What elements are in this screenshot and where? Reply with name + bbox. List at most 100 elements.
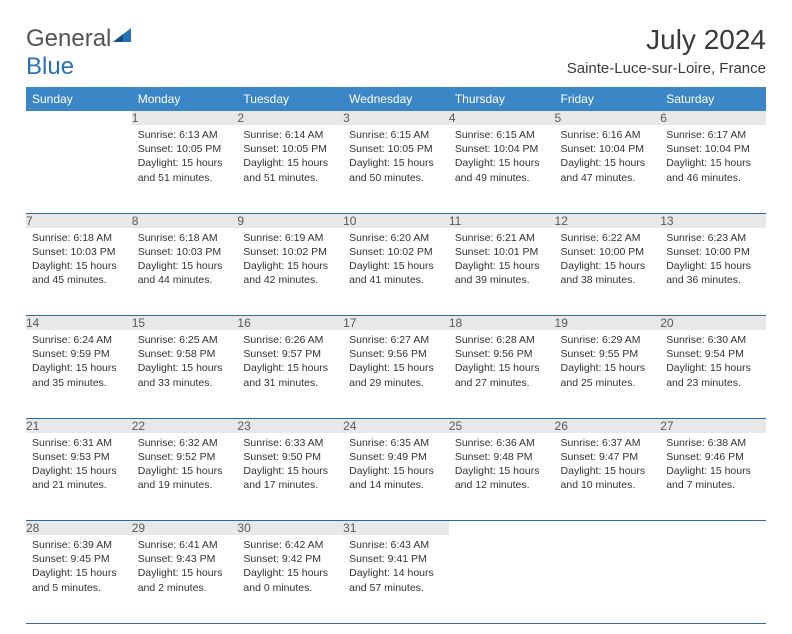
day-cell-body: Sunrise: 6:24 AMSunset: 9:59 PMDaylight:…: [26, 330, 132, 396]
sunset-text: Sunset: 9:55 PM: [561, 347, 655, 361]
daylight-text: Daylight: 15 hours: [138, 156, 232, 170]
day-cell-body: Sunrise: 6:33 AMSunset: 9:50 PMDaylight:…: [237, 433, 343, 499]
daynum-cell: 24: [343, 418, 449, 433]
sunrise-text: Sunrise: 6:28 AM: [455, 333, 549, 347]
sunset-text: Sunset: 9:54 PM: [666, 347, 760, 361]
location-text: Sainte-Luce-sur-Loire, France: [567, 60, 766, 77]
day-number: 10: [343, 214, 356, 228]
sunrise-text: Sunrise: 6:32 AM: [138, 436, 232, 450]
day-number: 2: [237, 111, 244, 125]
day-number: 13: [660, 214, 673, 228]
sunset-text: Sunset: 9:53 PM: [32, 450, 126, 464]
sunrise-text: Sunrise: 6:16 AM: [561, 128, 655, 142]
day-number: 15: [132, 316, 145, 330]
daynum-cell: 31: [343, 521, 449, 536]
daylight-text: Daylight: 15 hours: [666, 361, 760, 375]
daylight-text: and 14 minutes.: [349, 478, 443, 492]
daylight-text: Daylight: 15 hours: [32, 566, 126, 580]
daynum-cell: 18: [449, 316, 555, 331]
sunset-text: Sunset: 10:05 PM: [243, 142, 337, 156]
daylight-text: and 12 minutes.: [455, 478, 549, 492]
daylight-text: and 10 minutes.: [561, 478, 655, 492]
daylight-text: and 46 minutes.: [666, 171, 760, 185]
sunset-text: Sunset: 9:45 PM: [32, 552, 126, 566]
weekday-header: Saturday: [660, 87, 766, 111]
day-number: 7: [26, 214, 33, 228]
daylight-text: Daylight: 15 hours: [349, 464, 443, 478]
day-number: 22: [132, 419, 145, 433]
day-cell: Sunrise: 6:42 AMSunset: 9:42 PMDaylight:…: [237, 535, 343, 623]
daylight-text: and 7 minutes.: [666, 478, 760, 492]
daylight-text: and 25 minutes.: [561, 376, 655, 390]
calendar-table: Sunday Monday Tuesday Wednesday Thursday…: [26, 87, 766, 624]
sunrise-text: Sunrise: 6:39 AM: [32, 538, 126, 552]
day-number: 29: [132, 521, 145, 535]
daylight-text: Daylight: 15 hours: [243, 464, 337, 478]
page-title: July 2024: [567, 24, 766, 56]
daylight-text: and 44 minutes.: [138, 273, 232, 287]
sunrise-text: Sunrise: 6:23 AM: [666, 231, 760, 245]
daylight-text: and 50 minutes.: [349, 171, 443, 185]
daynum-cell: 28: [26, 521, 132, 536]
daynum-cell: 25: [449, 418, 555, 433]
day-number: 28: [26, 521, 39, 535]
daylight-text: Daylight: 15 hours: [138, 259, 232, 273]
sunset-text: Sunset: 9:56 PM: [455, 347, 549, 361]
daylight-text: and 35 minutes.: [32, 376, 126, 390]
sunrise-text: Sunrise: 6:29 AM: [561, 333, 655, 347]
sunrise-text: Sunrise: 6:21 AM: [455, 231, 549, 245]
daylight-text: Daylight: 15 hours: [349, 156, 443, 170]
header-row: GeneralBlue July 2024 Sainte-Luce-sur-Lo…: [26, 24, 766, 81]
daynum-cell: 11: [449, 213, 555, 228]
daylight-text: Daylight: 15 hours: [561, 259, 655, 273]
daylight-text: Daylight: 15 hours: [32, 361, 126, 375]
sunrise-text: Sunrise: 6:27 AM: [349, 333, 443, 347]
day-cell-body: Sunrise: 6:38 AMSunset: 9:46 PMDaylight:…: [660, 433, 766, 499]
logo-triangle-icon: [111, 24, 133, 46]
day-cell: Sunrise: 6:14 AMSunset: 10:05 PMDaylight…: [237, 125, 343, 213]
day-cell: Sunrise: 6:29 AMSunset: 9:55 PMDaylight:…: [555, 330, 661, 418]
day-cell: Sunrise: 6:25 AMSunset: 9:58 PMDaylight:…: [132, 330, 238, 418]
day-cell: Sunrise: 6:20 AMSunset: 10:02 PMDaylight…: [343, 228, 449, 316]
daylight-text: Daylight: 15 hours: [666, 156, 760, 170]
sunrise-text: Sunrise: 6:41 AM: [138, 538, 232, 552]
sunset-text: Sunset: 10:04 PM: [666, 142, 760, 156]
day-cell-body: Sunrise: 6:23 AMSunset: 10:00 PMDaylight…: [660, 228, 766, 294]
sunrise-text: Sunrise: 6:14 AM: [243, 128, 337, 142]
day-cell: Sunrise: 6:38 AMSunset: 9:46 PMDaylight:…: [660, 433, 766, 521]
sunset-text: Sunset: 9:42 PM: [243, 552, 337, 566]
sunset-text: Sunset: 10:04 PM: [561, 142, 655, 156]
daynum-cell: 15: [132, 316, 238, 331]
sunset-text: Sunset: 10:05 PM: [349, 142, 443, 156]
week-row: Sunrise: 6:39 AMSunset: 9:45 PMDaylight:…: [26, 535, 766, 623]
daynum-cell: 3: [343, 111, 449, 125]
day-cell-body: Sunrise: 6:42 AMSunset: 9:42 PMDaylight:…: [237, 535, 343, 601]
day-cell: Sunrise: 6:13 AMSunset: 10:05 PMDaylight…: [132, 125, 238, 213]
sunset-text: Sunset: 9:52 PM: [138, 450, 232, 464]
day-cell-body: Sunrise: 6:13 AMSunset: 10:05 PMDaylight…: [132, 125, 238, 191]
daylight-text: and 51 minutes.: [243, 171, 337, 185]
day-cell: Sunrise: 6:39 AMSunset: 9:45 PMDaylight:…: [26, 535, 132, 623]
daylight-text: and 57 minutes.: [349, 581, 443, 595]
sunrise-text: Sunrise: 6:38 AM: [666, 436, 760, 450]
daynum-cell: 30: [237, 521, 343, 536]
daynum-cell: [26, 111, 132, 125]
day-cell: Sunrise: 6:21 AMSunset: 10:01 PMDaylight…: [449, 228, 555, 316]
day-cell: Sunrise: 6:15 AMSunset: 10:05 PMDaylight…: [343, 125, 449, 213]
daynum-cell: 20: [660, 316, 766, 331]
day-cell-body: Sunrise: 6:15 AMSunset: 10:05 PMDaylight…: [343, 125, 449, 191]
daynum-cell: [555, 521, 661, 536]
day-number: 23: [237, 419, 250, 433]
day-cell-body: Sunrise: 6:39 AMSunset: 9:45 PMDaylight:…: [26, 535, 132, 601]
sunrise-text: Sunrise: 6:13 AM: [138, 128, 232, 142]
day-number: 26: [555, 419, 568, 433]
day-cell: Sunrise: 6:18 AMSunset: 10:03 PMDaylight…: [132, 228, 238, 316]
daynum-cell: 22: [132, 418, 238, 433]
header-right: July 2024 Sainte-Luce-sur-Loire, France: [567, 24, 766, 77]
logo: GeneralBlue: [26, 24, 133, 81]
day-number: 20: [660, 316, 673, 330]
day-number: 5: [555, 111, 562, 125]
logo-text-blue: Blue: [26, 53, 74, 80]
day-cell-body: Sunrise: 6:27 AMSunset: 9:56 PMDaylight:…: [343, 330, 449, 396]
sunrise-text: Sunrise: 6:20 AM: [349, 231, 443, 245]
